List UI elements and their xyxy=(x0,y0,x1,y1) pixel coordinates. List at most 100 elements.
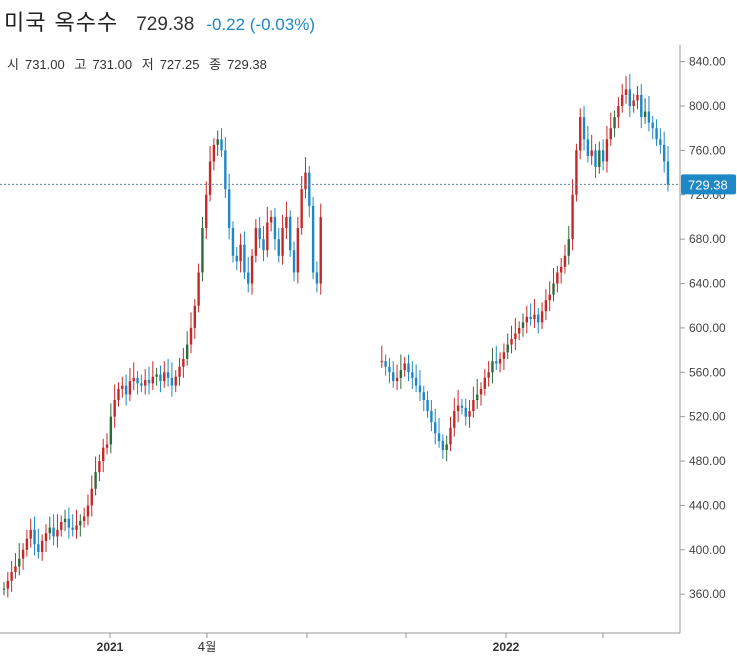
candle-body xyxy=(147,380,151,384)
candle-body xyxy=(537,314,540,323)
candle-body xyxy=(285,216,288,229)
y-tick-label: 680.00 xyxy=(689,232,726,246)
candle-body xyxy=(243,244,246,273)
candle-body xyxy=(193,305,197,328)
candle-body xyxy=(426,400,429,412)
candle-body xyxy=(67,518,71,528)
open-value: 731.00 xyxy=(24,57,65,72)
candle-body xyxy=(216,139,219,145)
candle-body xyxy=(60,522,63,530)
candle-body xyxy=(166,372,170,378)
candle-body xyxy=(75,525,78,530)
candle-body xyxy=(521,322,525,328)
candle-body xyxy=(140,383,143,386)
candle-body xyxy=(636,94,639,101)
candle-body xyxy=(182,358,185,367)
candle-body xyxy=(594,150,597,168)
candle-body xyxy=(559,266,563,273)
candle-body xyxy=(491,361,494,373)
candle-body xyxy=(579,117,582,151)
candle-body xyxy=(250,255,254,284)
candle-body xyxy=(411,372,414,378)
candle-body xyxy=(262,239,265,251)
candle-body xyxy=(453,411,456,428)
candle-body xyxy=(86,505,90,517)
candle-body xyxy=(113,400,116,417)
candle-body xyxy=(662,144,666,162)
candle-body xyxy=(609,128,612,140)
candle-body xyxy=(281,228,284,256)
candle-body xyxy=(29,529,32,539)
candle-body xyxy=(544,300,548,312)
candle-body xyxy=(185,344,189,359)
candle-body xyxy=(502,352,506,359)
candle-body xyxy=(105,444,109,448)
candle-body xyxy=(617,106,620,118)
candle-body xyxy=(2,588,6,590)
candle-body xyxy=(304,172,307,190)
candle-body xyxy=(143,380,147,386)
candle-body xyxy=(483,377,487,389)
candle-body xyxy=(548,294,551,301)
candle-body xyxy=(254,228,258,256)
candle-body xyxy=(90,488,93,506)
candle-body xyxy=(567,239,570,256)
candle-body xyxy=(189,327,193,345)
low-value: 727.25 xyxy=(159,57,200,72)
candle-body xyxy=(624,89,628,95)
low-label: 저 xyxy=(141,57,154,72)
x-tick-label: 2021 xyxy=(97,640,124,654)
candle-body xyxy=(178,366,181,377)
candle-body xyxy=(392,372,395,382)
candle-body xyxy=(220,139,223,151)
candle-body xyxy=(422,392,425,401)
candle-body xyxy=(266,222,269,251)
candle-body xyxy=(33,529,36,545)
y-tick-label: 840.00 xyxy=(689,55,726,69)
candle-body xyxy=(40,540,44,553)
y-tick-label: 440.00 xyxy=(689,498,726,512)
candle-body xyxy=(71,527,74,530)
candle-body xyxy=(655,128,658,140)
candle-body xyxy=(18,558,21,567)
candle-body xyxy=(434,422,437,434)
candle-body xyxy=(628,89,632,107)
candle-body xyxy=(128,381,132,395)
candle-body xyxy=(571,194,574,240)
candle-body xyxy=(132,377,135,382)
candle-body xyxy=(239,244,242,262)
candle-body xyxy=(174,376,177,386)
candle-body xyxy=(151,376,155,384)
candle-body xyxy=(121,385,124,389)
candle-body xyxy=(289,216,292,251)
close-label: 종 xyxy=(209,57,222,72)
candle-body xyxy=(563,255,567,267)
candle-body xyxy=(37,544,40,553)
candle-body xyxy=(319,216,322,284)
candle-body xyxy=(418,385,422,393)
candle-body xyxy=(388,366,391,373)
candle-body xyxy=(510,339,513,345)
candle-body xyxy=(479,388,483,395)
ohlc-readout: 시 731.00 고 731.00 저 727.25 종 729.38 xyxy=(7,54,273,73)
candle-body xyxy=(296,228,300,273)
candle-body xyxy=(395,377,399,382)
candle-body xyxy=(414,377,418,386)
candle-body xyxy=(197,272,200,306)
candle-body xyxy=(475,394,479,401)
candle-body xyxy=(464,407,467,417)
y-tick-label: 760.00 xyxy=(689,143,726,157)
candle-body xyxy=(517,327,521,334)
candle-body xyxy=(556,272,559,284)
candle-body xyxy=(205,194,208,229)
x-tick-label: 2022 xyxy=(493,640,520,654)
candle-body xyxy=(380,361,383,363)
candle-body xyxy=(590,150,593,156)
candle-body xyxy=(399,370,403,378)
y-tick-label: 480.00 xyxy=(689,454,726,468)
candle-body xyxy=(277,239,280,256)
candle-body xyxy=(514,333,517,339)
candle-body xyxy=(495,361,498,364)
candle-body xyxy=(506,344,509,353)
